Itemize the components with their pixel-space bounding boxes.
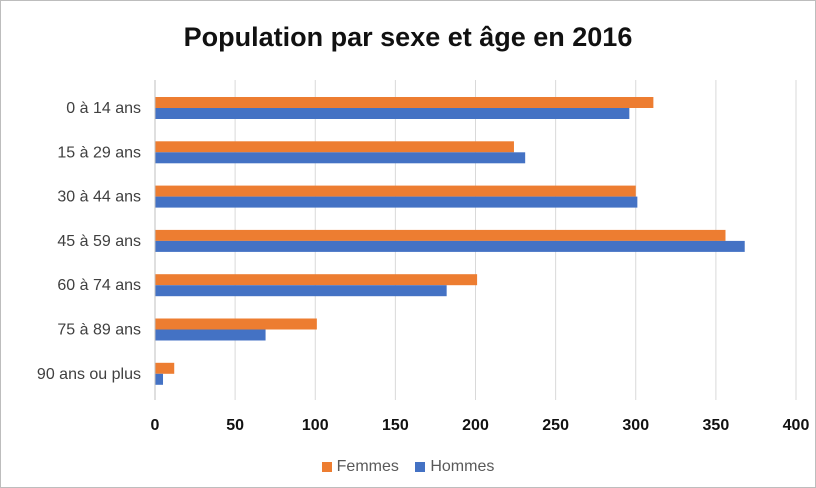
y-category-label: 45 à 59 ans bbox=[57, 233, 141, 250]
y-category-label: 0 à 14 ans bbox=[66, 100, 141, 117]
bar-femmes bbox=[155, 274, 478, 286]
legend-swatch-femmes bbox=[321, 462, 332, 472]
bar-hommes bbox=[155, 152, 526, 164]
x-tick-label: 50 bbox=[226, 417, 244, 434]
bar-hommes bbox=[155, 108, 630, 119]
bar-hommes bbox=[155, 329, 266, 341]
legend-item-femmes: Femmes bbox=[321, 458, 399, 476]
bar-femmes bbox=[155, 141, 514, 153]
y-category-label: 75 à 89 ans bbox=[57, 322, 141, 339]
bar-femmes bbox=[155, 185, 636, 197]
legend-swatch-hommes bbox=[415, 462, 426, 472]
legend-label-hommes: Hommes bbox=[430, 458, 495, 475]
bar-hommes bbox=[155, 285, 447, 297]
bar-hommes bbox=[155, 373, 164, 385]
bar-femmes bbox=[155, 97, 654, 108]
bar-femmes bbox=[155, 229, 726, 241]
bar-femmes bbox=[155, 362, 175, 374]
legend-item-hommes: Hommes bbox=[415, 458, 494, 476]
bar-hommes bbox=[155, 240, 745, 252]
x-tick-label: 350 bbox=[703, 417, 730, 434]
x-tick-label: 200 bbox=[462, 417, 489, 434]
y-category-label: 15 à 29 ans bbox=[57, 144, 141, 161]
x-tick-label: 250 bbox=[542, 417, 569, 434]
bar-femmes bbox=[155, 318, 317, 330]
x-tick-label: 100 bbox=[302, 417, 329, 434]
x-tick-label: 300 bbox=[622, 417, 649, 434]
y-category-label: 60 à 74 ans bbox=[57, 277, 141, 294]
x-tick-label: 400 bbox=[783, 417, 810, 434]
y-category-label: 30 à 44 ans bbox=[57, 189, 141, 206]
x-tick-label: 0 bbox=[151, 417, 160, 434]
legend-label-femmes: Femmes bbox=[336, 458, 399, 475]
y-category-label: 90 ans ou plus bbox=[37, 366, 141, 383]
legend: Femmes Hommes bbox=[0, 458, 816, 477]
bar-hommes bbox=[155, 196, 638, 208]
chart-title: Population par sexe et âge en 2016 bbox=[183, 22, 633, 52]
x-tick-label: 150 bbox=[382, 417, 409, 434]
